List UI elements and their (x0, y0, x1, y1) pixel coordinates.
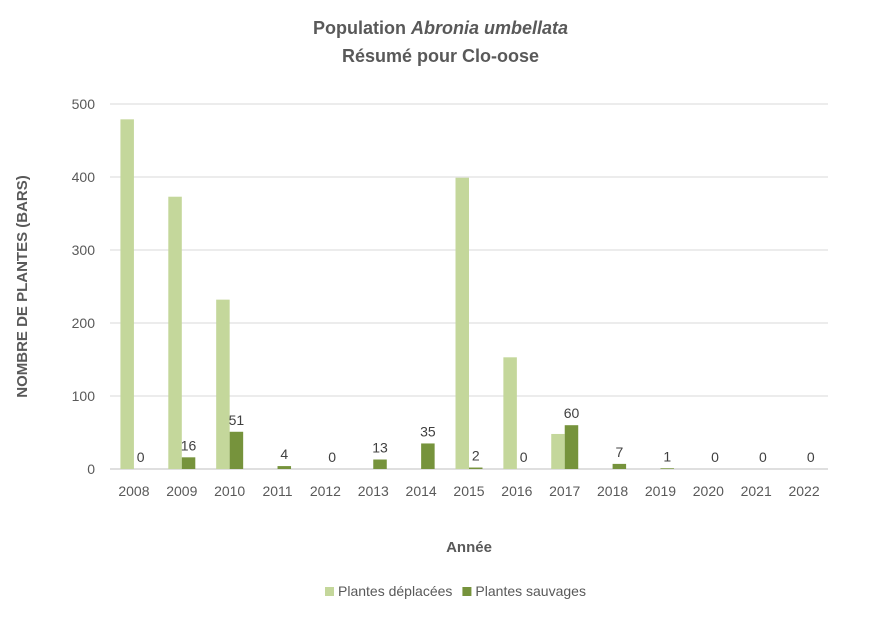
data-label: 0 (807, 449, 815, 465)
bar-plantes-sauvages (373, 459, 387, 469)
data-label: 7 (615, 444, 623, 460)
data-label: 4 (280, 446, 288, 462)
bar-plantes-sauvages (612, 463, 627, 469)
data-label: 13 (372, 440, 388, 456)
x-tick-label: 2019 (645, 483, 676, 499)
data-label: 16 (181, 437, 197, 453)
data-label: 0 (759, 449, 767, 465)
x-tick-label: 2016 (501, 483, 532, 499)
bar-plantes-deplacees (168, 196, 182, 469)
x-tick-label: 2012 (310, 483, 341, 499)
bar-plantes-deplacees (455, 177, 469, 470)
legend-label: Plantes déplacées (338, 583, 452, 599)
x-tick-label: 2011 (262, 483, 292, 499)
y-axis-title: NOMBRE DE PLANTES (BARS) (14, 175, 31, 398)
title-species: Abronia umbellata (410, 18, 569, 38)
bar-plantes-sauvages (229, 431, 244, 469)
x-tick-label: 2020 (693, 483, 724, 499)
y-tick-label: 500 (72, 96, 96, 112)
data-label: 51 (229, 412, 245, 428)
bar-plantes-sauvages (660, 468, 674, 469)
legend-swatch (462, 587, 472, 596)
x-tick-label: 2017 (549, 483, 580, 499)
bar-plantes-sauvages (564, 425, 579, 469)
bar-plantes-sauvages (181, 457, 196, 469)
y-tick-label: 0 (87, 461, 95, 477)
x-tick-label: 2010 (214, 483, 245, 499)
y-tick-label: 200 (72, 315, 96, 331)
x-tick-label: 2008 (118, 483, 149, 499)
y-tick-label: 100 (72, 388, 96, 404)
legend-label: Plantes sauvages (475, 583, 586, 599)
data-label: 0 (328, 449, 336, 465)
data-label: 0 (520, 449, 528, 465)
x-tick-label: 2009 (166, 483, 197, 499)
x-tick-label: 2014 (406, 483, 437, 499)
data-label: 0 (711, 449, 719, 465)
bar-plantes-deplacees (120, 119, 134, 469)
chart-title: Population Abronia umbellata (0, 18, 881, 39)
x-tick-label: 2015 (453, 483, 484, 499)
bar-plantes-deplacees (216, 299, 230, 469)
y-tick-label: 400 (72, 169, 96, 185)
data-label: 2 (472, 448, 480, 464)
x-tick-label: 2022 (788, 483, 819, 499)
title-prefix: Population (312, 18, 411, 38)
data-label: 1 (663, 448, 671, 464)
x-tick-label: 2021 (741, 483, 772, 499)
y-tick-label: 300 (72, 242, 96, 258)
bar-plantes-sauvages (421, 443, 435, 469)
x-tick-label: 2013 (358, 483, 389, 499)
legend-swatch (325, 587, 334, 596)
bar-plantes-deplacees (551, 433, 565, 469)
data-label: 60 (564, 405, 580, 421)
bar-plantes-sauvages (277, 466, 292, 469)
data-label: 0 (137, 449, 145, 465)
data-label: 35 (420, 423, 436, 439)
bar-plantes-deplacees (503, 357, 517, 469)
chart-subtitle: Résumé pour Clo-oose (341, 46, 540, 66)
x-tick-label: 2018 (597, 483, 628, 499)
x-axis-title: Année (446, 539, 492, 556)
bar-plantes-sauvages (469, 467, 483, 469)
